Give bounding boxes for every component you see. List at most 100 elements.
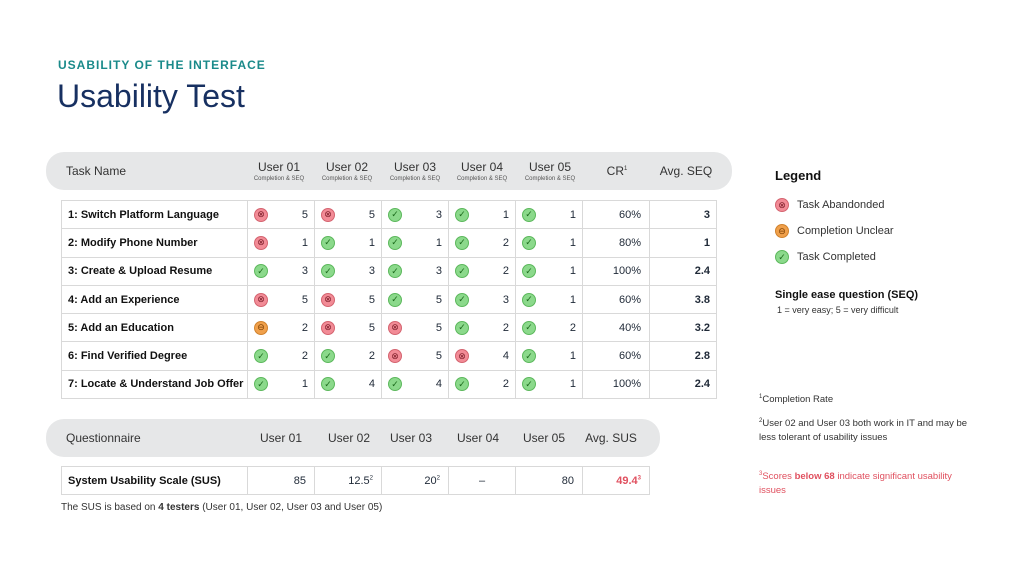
sus-note: The SUS is based on 4 testers (User 01, …	[61, 502, 383, 513]
user-result-cell: ✓ 1	[515, 369, 583, 400]
user-result-cell: ✓ 4	[314, 369, 382, 400]
task-row: 7: Locate & Understand Job Offer ✓ 1 ✓ 4 ✓ 4 ✓ 2…	[61, 369, 717, 400]
seq-score: 1	[569, 378, 576, 391]
user-result-cell: ✓ 2	[448, 369, 516, 400]
user-result-cell: ✓ 1	[381, 228, 449, 258]
seq-score: 5	[435, 350, 442, 363]
seq-score: 1	[569, 265, 576, 278]
task-abandoned-icon: ⊗	[321, 207, 335, 222]
user-result-cell: ✓ 3	[247, 256, 315, 286]
footnote-2: 2User 02 and User 03 both work in IT and…	[759, 418, 968, 444]
user-result-cell: ✓ 1	[515, 341, 583, 371]
user-result-cell: ⊗ 5	[314, 313, 382, 343]
seq-score: 5	[435, 321, 442, 334]
legend-item-completed: ✓ Task Completed	[775, 250, 876, 264]
completion-rate: 60%	[582, 284, 650, 315]
seq-score: 4	[502, 350, 509, 363]
legend-label: Task Completed	[797, 251, 876, 263]
average-seq: 1	[649, 228, 717, 258]
task-completed-icon: ✓	[321, 377, 335, 392]
seq-score: 1	[368, 236, 375, 249]
user-result-cell: ✓ 1	[515, 256, 583, 286]
seq-score: 1	[502, 208, 509, 221]
seq-score: 3	[502, 293, 509, 306]
seq-score: 1	[569, 236, 576, 249]
completion-rate: 60%	[582, 341, 650, 371]
user-result-cell: ⊗ 5	[381, 341, 449, 371]
legend-item-abandoned: ⊗ Task Abandonded	[775, 198, 884, 212]
task-completed-icon: ✓	[522, 264, 536, 279]
header-user-03: User 03 Completion & SEQ	[389, 160, 441, 182]
user-result-cell: ✓ 3	[381, 256, 449, 286]
seq-score: 3	[435, 208, 442, 221]
task-table: 1: Switch Platform Language ⊗ 5 ⊗ 5 ✓ 3 ✓ 1 ✓ 1 60%…	[61, 199, 717, 400]
task-completed-icon: ✓	[455, 207, 469, 222]
task-completed-icon: ✓	[775, 250, 789, 264]
seq-score: 5	[368, 293, 375, 306]
seq-score: 1	[435, 236, 442, 249]
user-result-cell: ✓ 1	[515, 199, 583, 230]
task-completed-icon: ✓	[321, 235, 335, 250]
seq-score: 2	[301, 321, 308, 334]
task-row: 1: Switch Platform Language ⊗ 5 ⊗ 5 ✓ 3 ✓ 1 ✓ 1 60%…	[61, 199, 717, 230]
seq-score: 2	[301, 350, 308, 363]
task-completed-icon: ✓	[254, 377, 268, 392]
user-result-cell: ⊗ 5	[247, 284, 315, 315]
seq-score: 3	[435, 265, 442, 278]
completion-rate: 80%	[582, 228, 650, 258]
seq-score: 2	[502, 265, 509, 278]
task-completed-icon: ✓	[455, 292, 469, 307]
sus-user-01: 85	[247, 466, 315, 495]
task-completed-icon: ✓	[522, 207, 536, 222]
questionnaire-header: Questionnaire User 01 User 02 User 03 Us…	[46, 419, 660, 457]
task-name: 1: Switch Platform Language	[61, 199, 248, 230]
sus-user-02: 12.52	[314, 466, 382, 495]
page-title: Usability Test	[57, 78, 245, 114]
task-row: 5: Add an Education ⊖ 2 ⊗ 5 ⊗ 5 ✓ 2 ✓ 2 40% 3.2	[61, 313, 717, 343]
task-completed-icon: ✓	[455, 235, 469, 250]
legend-item-unclear: ⊖ Completion Unclear	[775, 224, 894, 238]
user-result-cell: ✓ 2	[448, 228, 516, 258]
header-task-name: Task Name	[66, 164, 127, 178]
user-result-cell: ⊗ 1	[247, 228, 315, 258]
task-completed-icon: ✓	[388, 235, 402, 250]
average-seq: 2.8	[649, 341, 717, 371]
seq-score: 2	[502, 236, 509, 249]
average-seq: 3	[649, 199, 717, 230]
task-completed-icon: ✓	[388, 264, 402, 279]
seq-score: 5	[368, 208, 375, 221]
task-completed-icon: ✓	[388, 292, 402, 307]
task-abandoned-icon: ⊗	[775, 198, 789, 212]
seq-score: 1	[569, 350, 576, 363]
header-user-02: User 02 Completion & SEQ	[321, 160, 373, 182]
task-table-header: Task Name User 01 Completion & SEQ User 0…	[46, 152, 732, 190]
task-completed-icon: ✓	[522, 320, 536, 335]
seq-score: 5	[301, 208, 308, 221]
task-completed-icon: ✓	[455, 320, 469, 335]
sus-name: System Usability Scale (SUS)	[61, 466, 248, 495]
sus-row: System Usability Scale (SUS) 85 12.52 20…	[61, 466, 650, 495]
completion-rate: 60%	[582, 199, 650, 230]
completion-unclear-icon: ⊖	[775, 224, 789, 238]
task-abandoned-icon: ⊗	[254, 207, 268, 222]
user-result-cell: ⊖ 2	[247, 313, 315, 343]
task-completed-icon: ✓	[254, 349, 268, 364]
task-name: 4: Add an Experience	[61, 284, 248, 315]
task-abandoned-icon: ⊗	[388, 320, 402, 335]
sus-user-03: 202	[381, 466, 449, 495]
user-result-cell: ✓ 2	[314, 341, 382, 371]
seq-score: 2	[502, 378, 509, 391]
user-result-cell: ✓ 2	[515, 313, 583, 343]
average-seq: 2.4	[649, 369, 717, 400]
seq-score: 2	[569, 321, 576, 334]
user-result-cell: ✓ 2	[448, 256, 516, 286]
task-completed-icon: ✓	[522, 349, 536, 364]
seq-score: 1	[569, 293, 576, 306]
header-user-05: User 05 Completion & SEQ	[524, 160, 576, 182]
user-result-cell: ✓ 1	[515, 284, 583, 315]
legend-title: Legend	[775, 168, 822, 183]
task-name: 3: Create & Upload Resume	[61, 256, 248, 286]
completion-rate: 100%	[582, 369, 650, 400]
user-result-cell: ✓ 4	[381, 369, 449, 400]
sus-average: 49.43	[582, 466, 650, 495]
